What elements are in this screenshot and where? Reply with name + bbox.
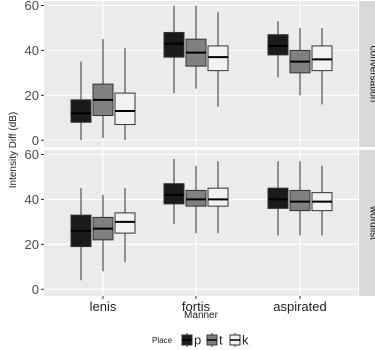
- legend-item-t: t: [206, 333, 223, 348]
- y-axis-title: Intensity Diff (dB): [8, 112, 19, 189]
- y-tick-label: 40: [25, 43, 39, 58]
- box-body: [311, 45, 333, 72]
- legend-title: Place: [152, 336, 173, 345]
- box-body: [267, 34, 289, 56]
- y-tick-label: 0: [32, 282, 39, 297]
- panel-conversation: 0 20 40 60 conversation: [25, 0, 375, 148]
- box-body: [207, 45, 229, 72]
- strip-background: [359, 1, 375, 147]
- strip-label-wordlist: wordlist: [368, 205, 375, 240]
- panel-background: [44, 1, 358, 147]
- box-body: [114, 92, 136, 126]
- legend-item-k: k: [229, 333, 249, 348]
- box-aspirated-k: [311, 165, 333, 236]
- box-lenis-k: [114, 48, 136, 141]
- box-body: [163, 183, 185, 205]
- y-tick-label: 20: [25, 237, 39, 252]
- x-tick-label-lenis: lenis: [90, 299, 117, 314]
- panel-wordlist: 0 20 40 60 wordlist: [25, 147, 375, 297]
- box-body: [114, 212, 136, 234]
- box-lenis-t: [92, 39, 114, 139]
- box-aspirated-t: [289, 161, 311, 236]
- y-tick-label: 20: [25, 88, 39, 103]
- legend-label-k: k: [242, 333, 249, 348]
- box-lenis-t: [92, 194, 114, 272]
- box-fortis-p: [163, 158, 185, 225]
- box-fortis-k: [207, 12, 229, 107]
- legend-item-p: p: [181, 333, 201, 348]
- y-tick-label: 60: [25, 147, 39, 162]
- strip-background: [359, 150, 375, 296]
- box-fortis-t: [185, 5, 207, 89]
- box-lenis-k: [114, 188, 136, 263]
- x-tick-label-fortis: fortis: [182, 299, 211, 314]
- legend-label-t: t: [219, 333, 223, 348]
- strip-label-conversation: conversation: [368, 46, 375, 103]
- box-lenis-p: [70, 188, 92, 281]
- box-body: [289, 189, 311, 212]
- box-fortis-p: [163, 5, 185, 94]
- box-aspirated-t: [289, 27, 311, 96]
- box-body: [70, 99, 92, 123]
- y-tick-label: 60: [25, 0, 39, 13]
- box-lenis-p: [70, 61, 92, 141]
- box-body: [163, 31, 185, 58]
- box-body: [267, 187, 289, 209]
- y-tick-label: 40: [25, 192, 39, 207]
- box-fortis-t: [185, 165, 207, 234]
- x-tick-label-aspirated: aspirated: [273, 299, 326, 314]
- box-body: [207, 187, 229, 207]
- box-fortis-k: [207, 161, 229, 234]
- box-body: [185, 189, 207, 207]
- legend-label-p: p: [194, 333, 201, 348]
- box-aspirated-p: [267, 161, 289, 236]
- box-aspirated-k: [311, 27, 333, 105]
- box-aspirated-p: [267, 21, 289, 78]
- y-tick-label: 0: [32, 133, 39, 148]
- x-axis-title: Manner: [184, 310, 219, 321]
